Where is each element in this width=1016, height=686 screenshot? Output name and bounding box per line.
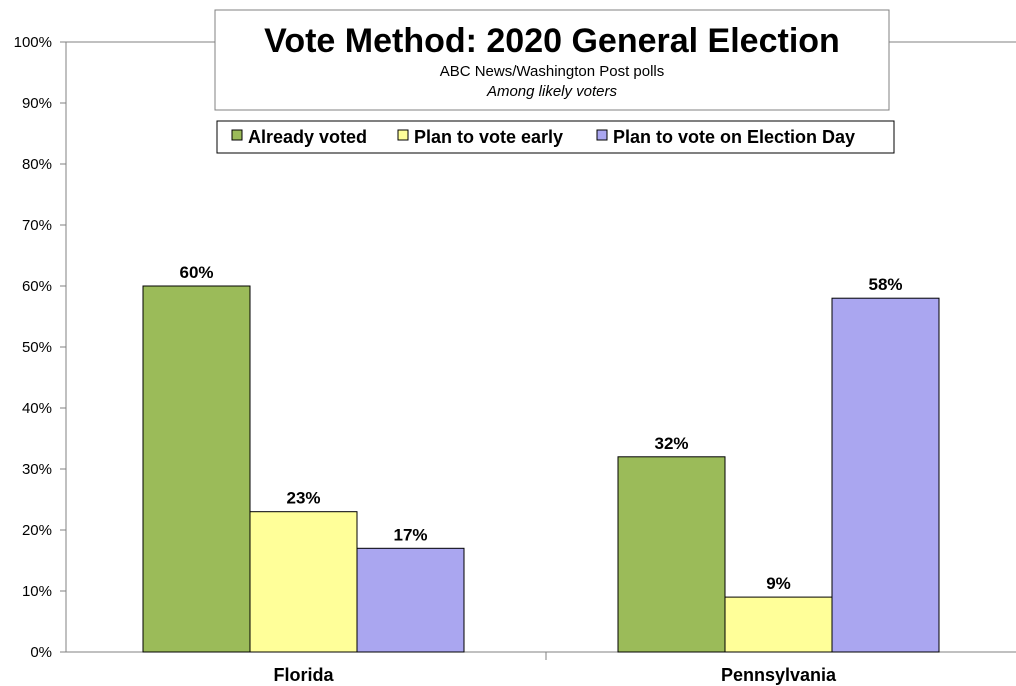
y-tick-label: 80% [22, 156, 52, 173]
legend-label-already-voted: Already voted [248, 127, 367, 147]
title-box: Vote Method: 2020 General Election ABC N… [214, 9, 890, 111]
category-label-florida: Florida [273, 665, 334, 685]
legend: Already voted Plan to vote early Plan to… [216, 120, 895, 154]
y-tick-label: 20% [22, 522, 52, 539]
bar-plan-to-vote-early-florida [249, 511, 358, 653]
legend-label-election-day: Plan to vote on Election Day [613, 127, 855, 147]
y-tick-label: 100% [14, 34, 52, 51]
bars [142, 285, 940, 653]
y-tick-label: 10% [22, 583, 52, 600]
y-tick-label: 90% [22, 95, 52, 112]
bar-plan-to-vote-on-election-day-pennsylvania [831, 297, 940, 653]
legend-swatch-plan-early [397, 129, 409, 141]
legend-label-plan-early: Plan to vote early [414, 127, 563, 147]
y-tick-label: 70% [22, 217, 52, 234]
data-label: 58% [868, 275, 902, 294]
y-tick-label: 0% [30, 644, 52, 661]
bar-plan-to-vote-early-pennsylvania [724, 596, 833, 653]
category-label-pennsylvania: Pennsylvania [721, 665, 837, 685]
data-label: 32% [654, 434, 688, 453]
legend-swatch-already-voted [231, 129, 243, 141]
data-label: 17% [393, 525, 427, 544]
data-labels: 60% 23% 17% 32% 9% 58% [179, 263, 902, 593]
y-tick-label: 60% [22, 278, 52, 295]
legend-frame [216, 120, 895, 154]
data-label: 23% [286, 489, 320, 508]
data-label: 60% [179, 263, 213, 282]
data-label: 9% [766, 574, 791, 593]
bar-already-voted-florida [142, 285, 251, 653]
y-tick-label: 30% [22, 461, 52, 478]
category-labels: Florida Pennsylvania [273, 665, 837, 685]
chart-title: Vote Method: 2020 General Election [264, 22, 840, 60]
chart-subtitle-italic: Among likely voters [486, 83, 618, 100]
chart-subtitle: ABC News/Washington Post polls [440, 63, 665, 80]
bar-already-voted-pennsylvania [617, 456, 726, 653]
bar-plan-to-vote-on-election-day-florida [356, 547, 465, 653]
y-tick-label: 40% [22, 400, 52, 417]
y-ticks: 0% 10% 20% 30% 40% 50% 60% 70% 80% 90% 100% [14, 34, 66, 661]
y-tick-label: 50% [22, 339, 52, 356]
legend-swatch-election-day [596, 129, 608, 141]
title-box-frame [214, 9, 890, 111]
